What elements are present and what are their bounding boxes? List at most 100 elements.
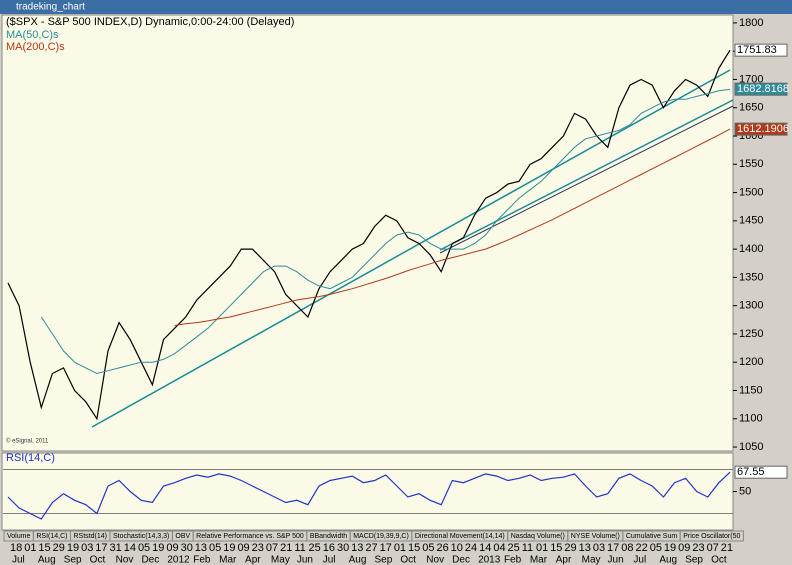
x-day-label: 13 — [579, 542, 591, 554]
x-month-label: Apr — [245, 555, 261, 565]
x-day-label: 05 — [650, 542, 662, 554]
indicator-tab[interactable]: MACD(19,39,9,C) — [353, 533, 409, 540]
x-day-label: 15 — [38, 542, 50, 554]
y-tick-label: 1100 — [739, 413, 763, 425]
x-day-label: 18 — [10, 542, 22, 554]
x-month-label: Feb — [504, 555, 522, 565]
x-month-label: Feb — [193, 555, 211, 565]
x-day-label: 07 — [266, 542, 278, 554]
x-day-label: 05 — [138, 542, 150, 554]
last-value-label: 1612.1906 — [737, 123, 789, 135]
indicator-tab[interactable]: BBandwidth — [310, 533, 347, 540]
y-tick-label: 1550 — [739, 158, 763, 170]
x-day-label: 19 — [67, 542, 79, 554]
x-day-label: 17 — [380, 542, 392, 554]
x-day-label: 09 — [166, 542, 178, 554]
indicator-tab[interactable]: Nasdaq Volume() — [511, 533, 565, 540]
indicator-tab[interactable]: Directional Movement(14,14) — [415, 533, 505, 540]
x-day-label: 17 — [95, 542, 107, 554]
x-month-label: Aug — [659, 555, 677, 565]
x-day-label: 23 — [252, 542, 264, 554]
y-tick-label: 1050 — [739, 441, 763, 453]
last-value-box — [734, 82, 788, 96]
x-month-label: Dec — [141, 555, 159, 565]
x-day-label: 08 — [621, 542, 633, 554]
x-day-label: 01 — [536, 542, 548, 554]
x-month-label: Nov — [426, 555, 444, 565]
y-tick-label: 1350 — [739, 271, 763, 283]
x-day-label: 15 — [408, 542, 420, 554]
last-value-box — [734, 465, 788, 479]
x-day-label: 09 — [678, 542, 690, 554]
x-day-label: 03 — [593, 542, 605, 554]
legend-entry: MA(200,C)s — [6, 41, 65, 53]
x-day-label: 14 — [124, 542, 136, 554]
x-day-label: 03 — [81, 542, 93, 554]
x-day-label: 25 — [508, 542, 520, 554]
x-day-label: 26 — [436, 542, 448, 554]
y-tick-label: 1650 — [739, 102, 763, 114]
window-title: tradeking_chart — [16, 2, 85, 13]
copyright: © eSignal, 2011 — [6, 438, 49, 445]
series-line — [7, 49, 731, 421]
series-line — [7, 471, 731, 520]
indicator-tab[interactable]: Stochastic(14,3,3) — [113, 533, 169, 540]
indicator-tab[interactable]: NYSE Volume() — [571, 533, 620, 540]
indicator-tab[interactable]: OBV — [175, 533, 190, 540]
x-day-label: 04 — [493, 542, 505, 554]
x-month-label: May — [271, 555, 290, 565]
x-day-label: 19 — [223, 542, 235, 554]
y-tick-label: 1450 — [739, 215, 763, 227]
legend-entry: MA(50,C)s — [6, 29, 59, 41]
x-month-label: Mar — [530, 555, 548, 565]
y-tick-label: 1250 — [739, 328, 763, 340]
x-month-label: Oct — [711, 555, 727, 565]
indicator-tab[interactable]: Cumulative Sum — [626, 533, 678, 540]
y-tick-label: 50 — [739, 485, 751, 497]
x-day-label: 21 — [280, 542, 292, 554]
x-day-label: 09 — [237, 542, 249, 554]
x-day-label: 29 — [53, 542, 65, 554]
x-day-label: 24 — [465, 542, 477, 554]
x-month-label: Jun — [608, 555, 624, 565]
x-day-label: 13 — [195, 542, 207, 554]
trendline — [439, 99, 734, 251]
indicator-tab[interactable]: Relative Performance vs. S&P 500 — [196, 533, 304, 540]
x-month-label: Nov — [116, 555, 134, 565]
series-line — [174, 128, 731, 326]
x-day-label: 05 — [209, 542, 221, 554]
y-tick-label: 1300 — [739, 300, 763, 312]
x-month-label: Mar — [219, 555, 237, 565]
y-tick-label: 1800 — [739, 17, 763, 29]
last-value-label: 67.55 — [737, 466, 765, 478]
x-day-label: 21 — [721, 542, 733, 554]
rsi-title: RSI(14,C) — [6, 452, 55, 464]
x-month-label: Aug — [38, 555, 56, 565]
x-day-label: 17 — [607, 542, 619, 554]
x-day-label: 30 — [181, 542, 193, 554]
indicator-tab[interactable]: RSI(14,C) — [36, 533, 67, 540]
x-day-label: 19 — [664, 542, 676, 554]
last-value-box — [734, 43, 788, 57]
y-tick-label: 1150 — [739, 384, 763, 396]
x-month-label: Jun — [297, 555, 313, 565]
indicator-tab[interactable]: Volume — [7, 533, 30, 540]
y-tick-label: 1200 — [739, 356, 763, 368]
x-month-label: Sep — [375, 555, 393, 565]
x-day-label: 30 — [337, 542, 349, 554]
x-day-label: 19 — [152, 542, 164, 554]
last-value-label: 1682.8168 — [737, 83, 789, 95]
last-value-label: 1751.83 — [737, 44, 777, 56]
x-day-label: 29 — [564, 542, 576, 554]
indicator-tab[interactable]: RStstd(14) — [73, 533, 106, 540]
x-day-label: 16 — [323, 542, 335, 554]
x-day-label: 22 — [635, 542, 647, 554]
x-day-label: 05 — [422, 542, 434, 554]
x-month-label: Jul — [12, 555, 25, 565]
indicator-tab[interactable]: Price Oscillator(50 — [683, 533, 740, 540]
x-day-label: 23 — [692, 542, 704, 554]
series-line — [40, 88, 731, 375]
y-tick-label: 1400 — [739, 243, 763, 255]
x-day-label: 27 — [365, 542, 377, 554]
